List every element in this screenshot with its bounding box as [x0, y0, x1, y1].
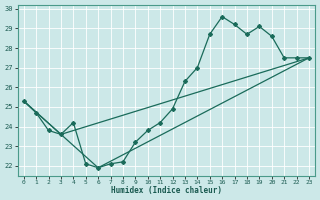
- X-axis label: Humidex (Indice chaleur): Humidex (Indice chaleur): [111, 186, 222, 195]
